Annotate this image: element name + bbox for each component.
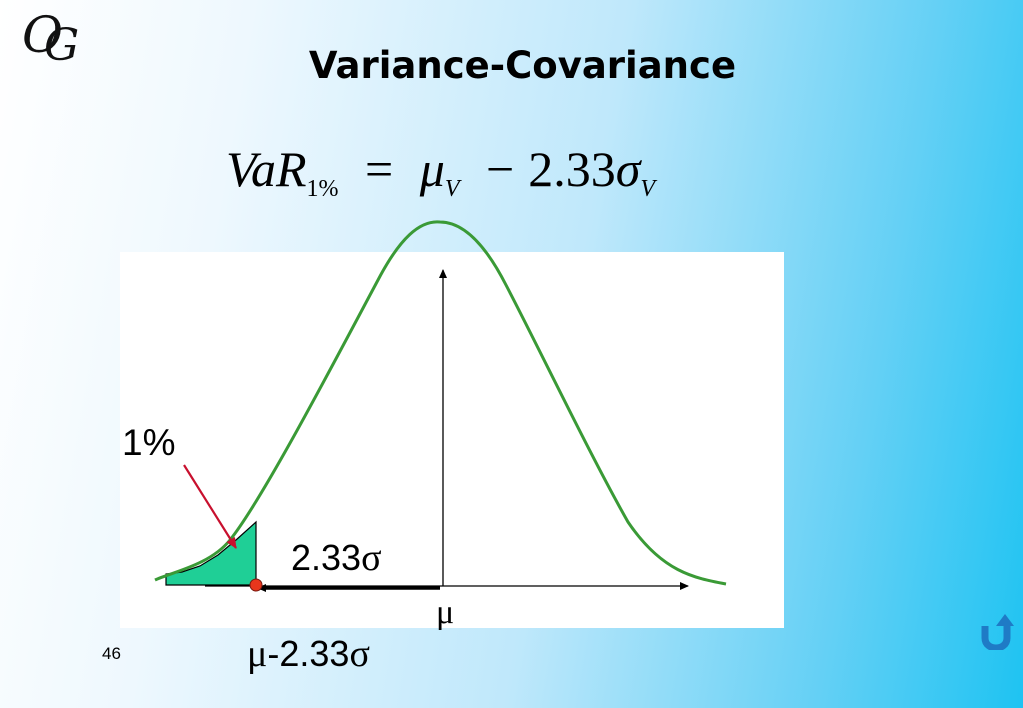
formula-var-subscript: 1% <box>306 176 339 202</box>
formula-var: VaR <box>226 141 307 197</box>
formula-mu: μ <box>419 141 445 197</box>
var-marker <box>249 578 263 592</box>
var-point-mu: μ <box>247 633 268 675</box>
formula-sigma: σ <box>615 141 641 197</box>
var-point-label: μ-2.33σ <box>247 632 370 676</box>
og-logo: O G <box>22 6 92 78</box>
return-button[interactable] <box>978 612 1014 652</box>
page-number: 46 <box>102 644 121 663</box>
tail-percent-label: 1% <box>122 422 176 463</box>
tail-pointer-arrow <box>183 464 237 549</box>
normal-curve <box>154 220 727 586</box>
logo-letter-g: G <box>44 20 80 71</box>
formula-minus: − <box>486 141 515 197</box>
formula-sigma-subscript: V <box>640 176 656 202</box>
tail-area <box>165 520 257 586</box>
formula-coefficient: 2.33 <box>528 141 616 197</box>
mean-label: μ <box>436 594 455 631</box>
var-formula: VaR1% = μV −2.33σV <box>226 140 655 203</box>
distance-sigma: σ <box>361 537 382 579</box>
distance-value: 2.33 <box>291 537 362 578</box>
formula-mu-subscript: V <box>444 176 460 202</box>
distance-label: 2.33σ <box>291 536 382 580</box>
slide-title: Variance-Covariance <box>308 44 737 87</box>
formula-equals: = <box>365 141 394 197</box>
var-point-sigma: σ <box>349 633 370 675</box>
var-point-value: -2.33 <box>267 633 350 674</box>
u-turn-arrow-icon <box>981 614 1014 652</box>
logo-letter-o: O <box>22 6 63 64</box>
